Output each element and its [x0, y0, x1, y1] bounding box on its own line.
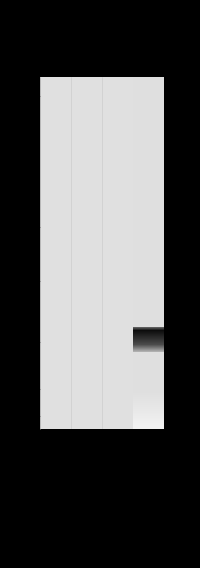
Text: -ARHGEF1: -ARHGEF1	[166, 337, 200, 346]
